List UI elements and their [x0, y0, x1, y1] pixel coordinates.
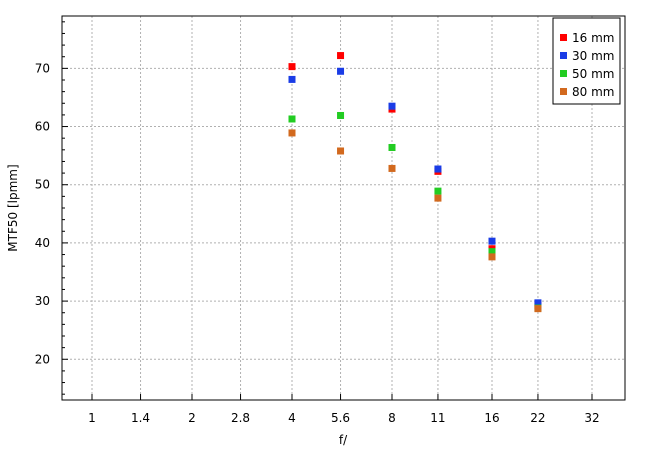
x-tick-label: 8	[388, 411, 396, 425]
y-tick-label: 30	[35, 294, 50, 308]
data-point-30-mm	[488, 237, 496, 245]
data-point-50-mm	[388, 143, 396, 151]
legend-label: 50 mm	[572, 67, 614, 81]
data-points	[288, 52, 542, 313]
data-point-80-mm	[488, 253, 496, 261]
legend-marker	[560, 52, 567, 59]
y-axis-label: MTF50 [lpmm]	[6, 164, 20, 251]
x-tick-label: 16	[484, 411, 499, 425]
data-point-80-mm	[534, 305, 542, 313]
x-tick-label: 4	[288, 411, 296, 425]
x-axis-label: f/	[339, 433, 348, 447]
data-point-80-mm	[434, 194, 442, 202]
data-point-80-mm	[337, 147, 345, 155]
data-point-30-mm	[337, 67, 345, 75]
x-tick-label: 32	[584, 411, 599, 425]
data-point-16-mm	[288, 63, 296, 71]
x-tick-label: 2.8	[231, 411, 250, 425]
y-tick-label: 40	[35, 236, 50, 250]
x-tick-label: 11	[430, 411, 445, 425]
legend-label: 30 mm	[572, 49, 614, 63]
data-point-30-mm	[434, 165, 442, 173]
data-point-80-mm	[388, 164, 396, 172]
data-point-30-mm	[388, 102, 396, 110]
legend: 16 mm 30 mm 50 mm 80 mm	[552, 17, 621, 105]
legend-marker	[560, 70, 567, 77]
legend-label: 80 mm	[572, 85, 614, 99]
legend-marker	[560, 34, 567, 41]
x-tick-label: 1.4	[131, 411, 150, 425]
y-tick-label: 70	[35, 61, 50, 75]
x-tick-label: 5.6	[331, 411, 350, 425]
y-tick-label: 20	[35, 352, 50, 366]
x-tick-label: 2	[188, 411, 196, 425]
y-tick-label: 50	[35, 178, 50, 192]
x-tick-label: 1	[88, 411, 96, 425]
data-point-30-mm	[288, 75, 296, 83]
data-point-30-mm	[534, 299, 542, 307]
x-tick-label: 22	[530, 411, 545, 425]
legend-marker	[560, 88, 567, 95]
data-point-50-mm	[337, 111, 345, 119]
data-point-50-mm	[434, 187, 442, 195]
data-point-80-mm	[288, 129, 296, 137]
y-tick-label: 60	[35, 120, 50, 134]
axis-ticks: 1 1.4 2 2.8 4 5.6 8 11 16 22 32 20 30 40 50 60 70	[35, 21, 600, 425]
data-point-50-mm	[288, 115, 296, 123]
legend-label: 16 mm	[572, 31, 614, 45]
data-point-16-mm	[337, 52, 345, 60]
data-point-50-mm	[488, 248, 496, 256]
